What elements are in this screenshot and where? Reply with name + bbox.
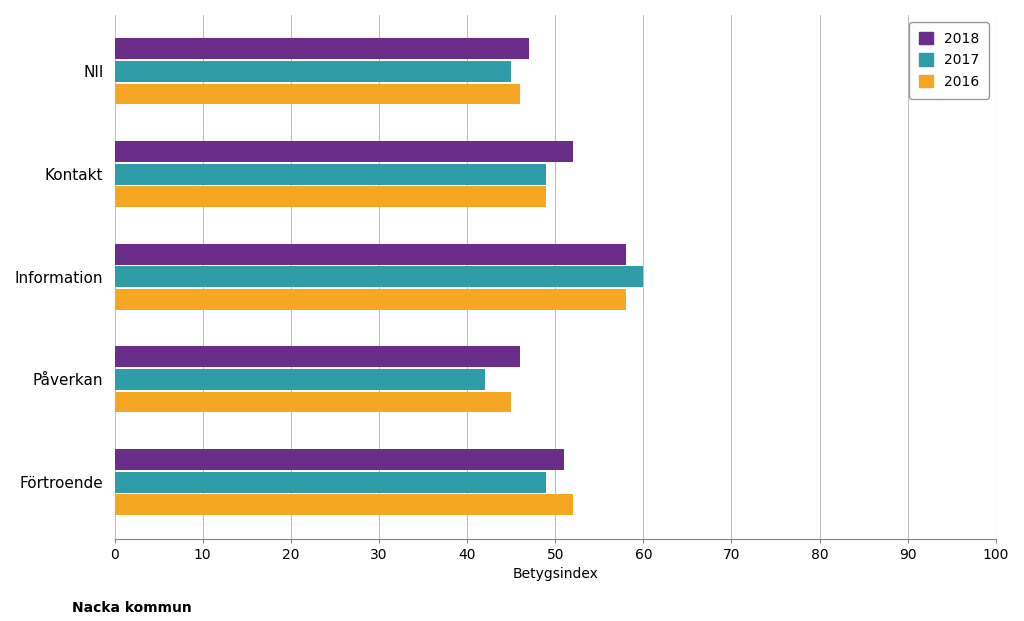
Bar: [115, 84, 520, 104]
Bar: [115, 472, 547, 492]
Text: Nacka kommun: Nacka kommun: [72, 601, 191, 615]
Bar: [115, 392, 511, 412]
Bar: [115, 61, 511, 82]
Bar: [115, 39, 528, 59]
X-axis label: Betygsindex: Betygsindex: [512, 567, 598, 581]
Bar: [115, 164, 547, 184]
Bar: [115, 141, 572, 162]
Bar: [115, 347, 520, 367]
Legend: 2018, 2017, 2016: 2018, 2017, 2016: [909, 22, 989, 99]
Bar: [115, 369, 484, 390]
Bar: [115, 494, 572, 515]
Bar: [115, 449, 564, 470]
Bar: [115, 186, 547, 207]
Bar: [115, 289, 626, 310]
Bar: [115, 244, 626, 265]
Bar: [115, 266, 643, 287]
